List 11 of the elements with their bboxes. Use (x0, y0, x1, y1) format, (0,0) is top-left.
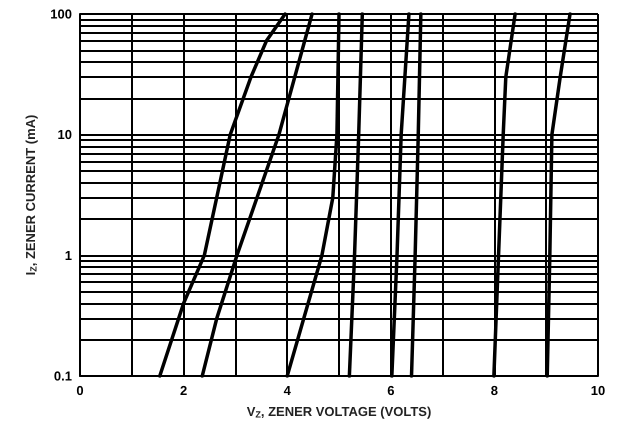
x-tick-label: 8 (490, 383, 498, 398)
x-tick-label: 10 (590, 383, 606, 398)
y-tick-label: 10 (58, 127, 72, 142)
x-tick-label: 0 (76, 383, 84, 398)
x-tick-label: 2 (180, 383, 188, 398)
y-tick-label: 100 (50, 6, 72, 22)
y-axis-title: IZ, ZENER CURRENT (mA) (23, 114, 38, 276)
x-tick-label: 4 (284, 383, 292, 398)
y-tick-label: 0.1 (54, 368, 72, 384)
y-tick-label: 1 (64, 248, 72, 263)
x-tick-label: 6 (387, 383, 394, 398)
